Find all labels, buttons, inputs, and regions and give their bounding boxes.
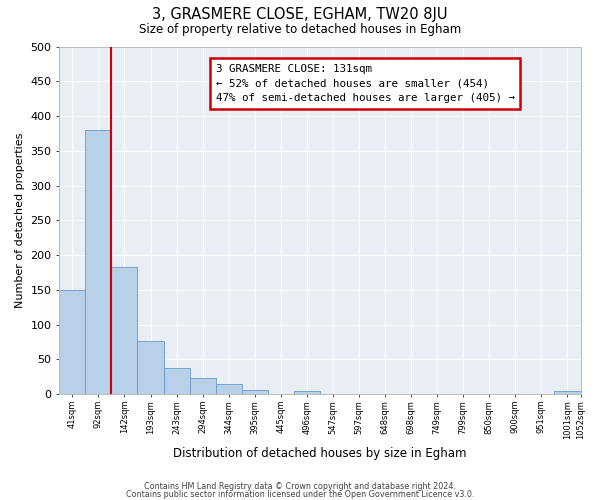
Text: Size of property relative to detached houses in Egham: Size of property relative to detached ho… <box>139 22 461 36</box>
Bar <box>85 130 112 394</box>
Bar <box>112 267 137 394</box>
Bar <box>164 368 190 394</box>
Bar <box>190 378 215 394</box>
Text: 3 GRASMERE CLOSE: 131sqm
← 52% of detached houses are smaller (454)
47% of semi-: 3 GRASMERE CLOSE: 131sqm ← 52% of detach… <box>215 64 515 104</box>
Bar <box>59 290 85 394</box>
Bar <box>554 391 581 394</box>
Y-axis label: Number of detached properties: Number of detached properties <box>15 132 25 308</box>
Text: Contains public sector information licensed under the Open Government Licence v3: Contains public sector information licen… <box>126 490 474 499</box>
Bar <box>294 391 320 394</box>
Text: Contains HM Land Registry data © Crown copyright and database right 2024.: Contains HM Land Registry data © Crown c… <box>144 482 456 491</box>
Bar <box>137 340 164 394</box>
Bar <box>215 384 242 394</box>
Text: 3, GRASMERE CLOSE, EGHAM, TW20 8JU: 3, GRASMERE CLOSE, EGHAM, TW20 8JU <box>152 8 448 22</box>
X-axis label: Distribution of detached houses by size in Egham: Distribution of detached houses by size … <box>173 447 467 460</box>
Bar <box>242 390 268 394</box>
